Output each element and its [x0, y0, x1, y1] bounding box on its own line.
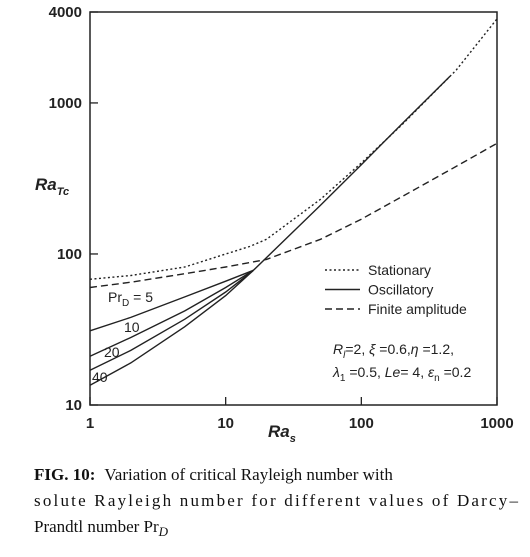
curve-label: 40 [92, 369, 108, 385]
plot-frame [89, 11, 498, 406]
x-tick-label: 10 [217, 415, 234, 432]
caption-label: FIG. 10: [34, 465, 95, 484]
ann-part: ε [428, 364, 435, 380]
ann-part: l [343, 350, 346, 361]
legend-label: Oscillatory [368, 282, 433, 298]
caption-line: FIG. 10: Variation of critical Rayleigh n… [34, 465, 393, 484]
y-label-main: Ra [35, 175, 57, 194]
ann-part: =0.2 [440, 364, 472, 380]
x-label-sub: s [290, 433, 296, 445]
curve-label-part: 10 [124, 319, 140, 335]
ann-part: =0.6, [375, 341, 410, 357]
caption-text: solute Rayleigh number for different val… [34, 491, 519, 510]
ann-part: η [411, 341, 419, 357]
ann-part: R [333, 341, 343, 357]
y-tick-label: 1000 [49, 95, 82, 112]
pr-curve [89, 269, 254, 386]
legend-label: Stationary [368, 262, 431, 278]
ann-part: 1 [340, 373, 346, 384]
parameter-annotation: Rl=2, ξ =0.6,η =1.2, [333, 341, 454, 361]
x-axis-label: Ras [268, 422, 296, 445]
ann-part: λ [332, 364, 340, 380]
curve-label-part: 40 [92, 369, 108, 385]
line-series [89, 18, 498, 280]
ann-part: =1.2, [419, 341, 454, 357]
legend: Stationary Oscillatory Finite amplitude [325, 262, 467, 317]
pr-curve [89, 269, 254, 357]
line-series [252, 75, 451, 271]
y-label-sub: Tc [57, 186, 69, 198]
pr-curve [89, 269, 254, 371]
ann-part: =0.5, [345, 364, 384, 380]
curve-label: 10 [124, 319, 140, 335]
curve-label-part: = 5 [129, 289, 153, 305]
y-tick-label: 10 [65, 397, 82, 414]
parameter-annotation: λ1 =0.5, Le= 4, εn =0.2 [332, 364, 471, 384]
y-tick-label: 4000 [49, 4, 82, 21]
ann-part: n [434, 373, 440, 384]
caption-text: Prandtl number Pr [34, 517, 159, 536]
caption-line: Prandtl number PrD [34, 517, 169, 539]
x-tick-label: 100 [349, 415, 374, 432]
curve-label-part: 20 [104, 344, 120, 360]
x-tick-label: 1000 [480, 415, 513, 432]
ann-part: = 4, [400, 364, 428, 380]
curve-label: PrD = 5 [108, 289, 153, 309]
y-tick-label: 100 [57, 246, 82, 263]
ann-part: ξ [369, 341, 376, 357]
x-tick-label: 1 [86, 415, 94, 432]
pr-curve [89, 269, 254, 332]
ann-part: Le [385, 364, 401, 380]
caption-sub: D [158, 524, 169, 539]
curve-label-part: D [122, 298, 129, 309]
ann-part: =2, [345, 341, 369, 357]
legend-label: Finite amplitude [368, 301, 467, 317]
y-axis-label: RaTc [35, 175, 69, 198]
line-series [89, 142, 498, 289]
x-label-main: Ra [268, 422, 290, 441]
caption-text: Variation of critical Rayleigh number wi… [104, 465, 393, 484]
curve-label-part: Pr [108, 289, 122, 305]
curve-label: 20 [104, 344, 120, 360]
